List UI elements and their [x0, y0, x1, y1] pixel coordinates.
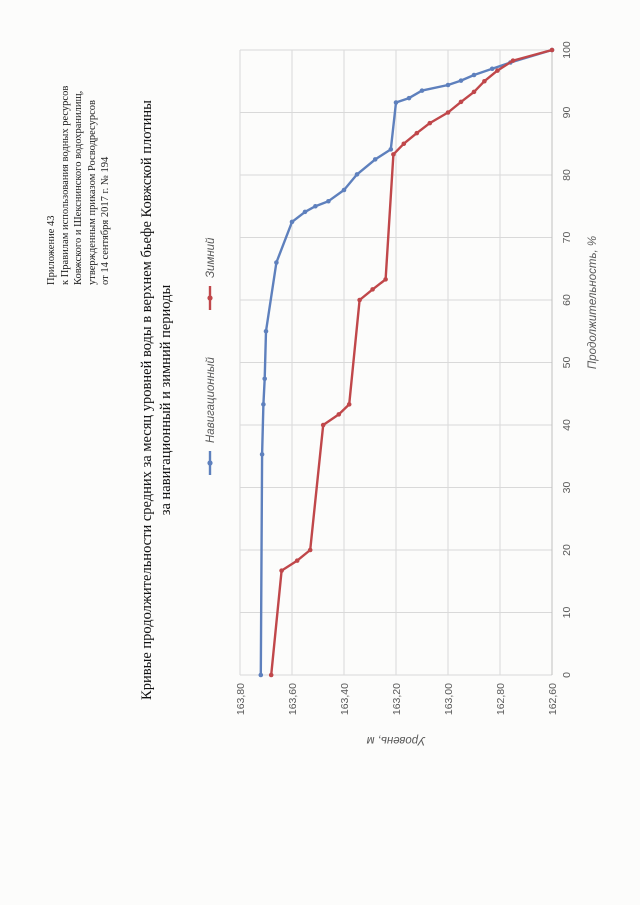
data-point	[549, 47, 555, 53]
data-point	[495, 68, 500, 73]
legend: Навигационный Зимний	[205, 237, 217, 475]
y-tick-label: 163,00	[443, 683, 455, 715]
data-point	[341, 187, 347, 193]
data-point	[313, 203, 318, 209]
data-point	[263, 328, 269, 334]
data-point	[401, 141, 407, 147]
data-point	[336, 412, 342, 417]
grid-layer	[239, 49, 553, 676]
series-layer	[258, 47, 555, 678]
data-point	[372, 157, 378, 162]
chart-title-line-2: за навигационный и зимний периоды	[158, 284, 174, 516]
header-line-3: Ковжского и Шекснинского водохранилищ,	[73, 90, 84, 285]
y-axis-title: Уровень, м	[366, 734, 426, 746]
data-point	[393, 100, 399, 105]
data-point	[482, 78, 487, 84]
y-tick-label: 163,60	[287, 683, 299, 715]
data-point	[320, 422, 326, 428]
data-point	[427, 120, 433, 126]
data-point	[261, 402, 266, 407]
x-axis-title: Продолжительность, %	[587, 236, 599, 369]
x-tick-label: 60	[561, 294, 573, 306]
x-tick-label: 80	[561, 169, 573, 181]
x-tick-label: 70	[561, 232, 573, 244]
data-point	[406, 95, 412, 101]
data-point	[370, 287, 375, 292]
data-point	[458, 99, 464, 105]
data-point	[289, 219, 295, 225]
data-point	[354, 172, 360, 177]
data-point	[383, 277, 388, 282]
header-line-4: утвержденным приказом Росводресурсов	[86, 100, 98, 285]
data-point	[258, 672, 264, 678]
legend-label: Зимний	[205, 237, 217, 278]
chart-container: 162,60 162,80 163,00 163,20 163,40 163,60 163,…	[180, 25, 610, 785]
data-point	[357, 297, 362, 303]
data-point	[274, 260, 279, 265]
legend-marker	[207, 295, 213, 301]
data-point	[510, 58, 516, 63]
chart-title: Кривые продолжительности средних за меся…	[138, 35, 176, 765]
data-point	[489, 66, 495, 72]
data-point	[326, 198, 331, 204]
data-point	[262, 376, 267, 382]
x-tick-label: 0	[561, 672, 573, 678]
data-point	[471, 72, 477, 78]
axes-layer: 162,60 162,80 163,00 163,20 163,40 163,60 163,…	[235, 41, 599, 746]
data-point	[294, 558, 300, 563]
x-tick-label: 40	[561, 419, 573, 431]
x-tick-label: 90	[561, 107, 573, 119]
data-point	[445, 110, 451, 115]
x-tick-label: 50	[561, 357, 573, 369]
data-point	[388, 147, 394, 152]
data-point	[259, 452, 265, 457]
y-tick-label: 162,80	[495, 683, 507, 715]
x-tick-label: 20	[561, 544, 573, 556]
duration-curve-chart: 162,60 162,80 163,00 163,20 163,40 163,60 163,…	[205, 41, 599, 746]
data-point	[346, 402, 352, 407]
appendix-header: Приложение 43 к Правилам использования в…	[45, 45, 113, 285]
data-point	[419, 88, 425, 93]
data-point	[391, 152, 396, 157]
chart-title-line-1: Кривые продолжительности средних за меся…	[139, 100, 155, 700]
data-point	[268, 672, 274, 678]
data-point	[471, 89, 477, 95]
legend-marker	[207, 460, 213, 466]
header-line-2: к Правилам использования водных ресурсов	[59, 85, 71, 285]
data-point	[445, 82, 451, 88]
header-line-1: Приложение 43	[46, 215, 57, 285]
data-point	[414, 130, 420, 136]
x-tick-label: 100	[561, 41, 573, 59]
data-point	[279, 568, 284, 573]
y-tick-label: 162,60	[547, 683, 559, 715]
x-tick-label: 30	[561, 482, 573, 494]
data-point	[307, 547, 313, 553]
data-point	[302, 209, 308, 215]
legend-label: Навигационный	[205, 356, 217, 443]
data-point	[458, 78, 464, 83]
header-line-5: от 14 сентября 2017 г. № 194	[100, 156, 111, 285]
y-tick-label: 163,20	[391, 683, 403, 715]
y-tick-label: 163,80	[235, 683, 247, 715]
y-tick-label: 163,40	[339, 683, 351, 715]
x-tick-label: 10	[561, 607, 573, 619]
